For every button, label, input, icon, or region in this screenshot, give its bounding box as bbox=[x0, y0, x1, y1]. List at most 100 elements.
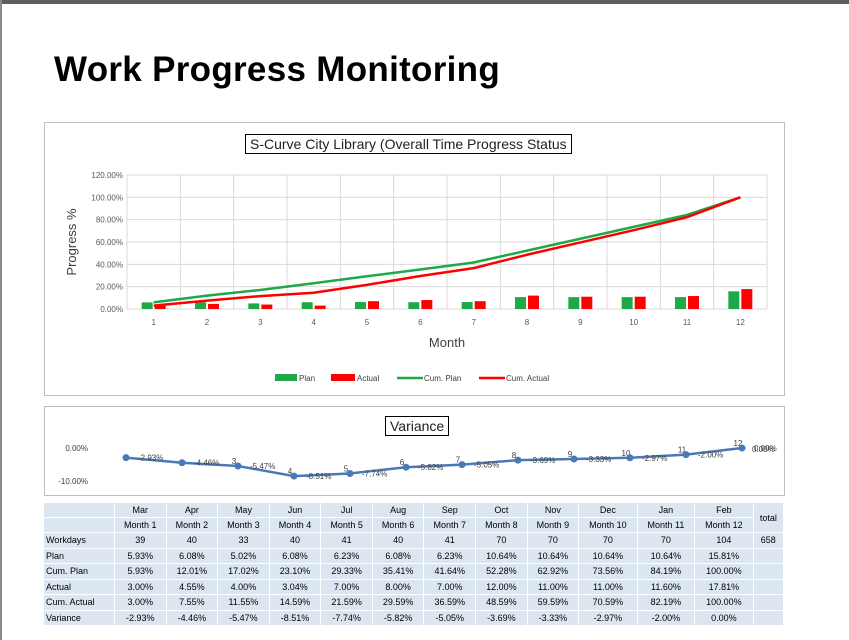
table-cell: 7.55% bbox=[166, 594, 219, 611]
table-cell: -2.00% bbox=[637, 610, 696, 626]
variance-title: Variance bbox=[385, 416, 450, 436]
month-name-header: Dec bbox=[578, 503, 638, 518]
variance-data-label: -5.05% bbox=[474, 461, 499, 470]
row-label: Actual bbox=[44, 579, 115, 595]
variance-data-label: -5.47% bbox=[250, 462, 275, 471]
variance-y-tick-left: 0.00% bbox=[65, 444, 88, 453]
variance-point bbox=[234, 462, 242, 470]
month-name-header: Mar bbox=[114, 503, 167, 518]
variance-y-tick-left: -10.00% bbox=[58, 477, 88, 486]
x-tick-label: 2 bbox=[205, 318, 210, 327]
table-corner bbox=[44, 503, 115, 518]
table-cell: 70 bbox=[475, 532, 528, 549]
variance-data-label: -2.93% bbox=[138, 454, 163, 463]
variance-point bbox=[402, 463, 410, 471]
actual-bar bbox=[634, 296, 646, 309]
table-cell: 52.28% bbox=[475, 563, 528, 580]
actual-bar bbox=[581, 296, 593, 309]
row-label: Cum. Actual bbox=[44, 594, 115, 611]
table-cell: 5.93% bbox=[114, 548, 167, 564]
variance-point bbox=[738, 444, 746, 452]
variance-data-label: -5.82% bbox=[418, 463, 443, 472]
month-name-header: Jul bbox=[320, 503, 373, 518]
table-row: Actual 3.00% 4.55% 4.00% 3.04% 7.00% 8.00% 7.00… bbox=[44, 579, 785, 595]
x-tick-label: 1 bbox=[151, 318, 156, 327]
month-number-header: Month 11 bbox=[637, 517, 696, 533]
table-cell: 84.19% bbox=[637, 563, 696, 580]
table-cell: -5.47% bbox=[217, 610, 270, 626]
table-cell: 41 bbox=[320, 532, 373, 549]
variance-y-tick-right: 0.00% bbox=[752, 445, 775, 454]
x-tick-label: 8 bbox=[525, 318, 530, 327]
table-cell: 100.00% bbox=[694, 594, 754, 611]
variance-point bbox=[458, 461, 466, 469]
x-tick-label: 10 bbox=[629, 318, 638, 327]
plan-bar bbox=[195, 302, 206, 309]
y-tick-label: 40.00% bbox=[96, 260, 123, 269]
row-label: Variance bbox=[44, 610, 115, 626]
month-name-header: Nov bbox=[527, 503, 580, 518]
y-tick-label: 0.00% bbox=[100, 305, 123, 314]
month-number-header: Month 5 bbox=[320, 517, 373, 533]
variance-point bbox=[514, 456, 522, 464]
table-cell: 15.81% bbox=[694, 548, 754, 564]
plan-bar bbox=[728, 291, 740, 309]
page-title: Work Progress Monitoring bbox=[54, 50, 501, 89]
plan-bar bbox=[408, 302, 420, 309]
x-tick-label: 12 bbox=[736, 318, 745, 327]
variance-data-label: -3.69% bbox=[530, 456, 555, 465]
variance-point bbox=[290, 472, 298, 480]
table-cell: 7.00% bbox=[423, 579, 477, 595]
table-cell: 21.59% bbox=[320, 594, 373, 611]
table-cell: 40 bbox=[372, 532, 425, 549]
legend-label-plan: Plan bbox=[299, 374, 315, 383]
variance-x-label: 5 bbox=[344, 465, 349, 474]
table-row: Cum. Actual 3.00% 7.55% 11.55% 14.59% 21.59% 2… bbox=[44, 594, 785, 611]
variance-point bbox=[346, 470, 354, 478]
table-cell: 17.81% bbox=[694, 579, 754, 595]
plan-bar bbox=[461, 302, 473, 309]
variance-point bbox=[122, 454, 130, 462]
x-tick-label: 5 bbox=[365, 318, 370, 327]
variance-x-label: 10 bbox=[622, 449, 631, 458]
table-cell: -8.51% bbox=[269, 610, 322, 626]
table-cell: 8.00% bbox=[372, 579, 425, 595]
variance-data-label: -2.97% bbox=[642, 454, 667, 463]
table-cell: 6.23% bbox=[320, 548, 373, 564]
variance-point bbox=[570, 455, 578, 463]
table-cell: 3.00% bbox=[114, 594, 167, 611]
table-cell: 104 bbox=[694, 532, 754, 549]
table-cell: 10.64% bbox=[527, 548, 580, 564]
table-cell: 11.55% bbox=[217, 594, 270, 611]
variance-data-label: -3.33% bbox=[586, 455, 611, 464]
legend-label-cum-plan: Cum. Plan bbox=[424, 374, 461, 383]
variance-data-label: -7.74% bbox=[362, 470, 387, 479]
table-cell: -2.97% bbox=[578, 610, 638, 626]
table-cell: 40 bbox=[166, 532, 219, 549]
actual-bar bbox=[368, 301, 379, 309]
table-cell: 6.08% bbox=[166, 548, 219, 564]
month-number-header: Month 8 bbox=[475, 517, 528, 533]
table-cell: 40 bbox=[269, 532, 322, 549]
cum-plan-line bbox=[153, 196, 741, 304]
plan-bar bbox=[141, 302, 153, 309]
plan-bar bbox=[248, 303, 260, 309]
table-cell: 59.59% bbox=[527, 594, 580, 611]
progress-data-table: Mar Apr May Jun Jul Aug Sep Oct Nov Dec Jan Feb tota… bbox=[44, 503, 785, 626]
row-total bbox=[753, 579, 785, 595]
month-number-header: Month 12 bbox=[694, 517, 754, 533]
month-name-header: Feb bbox=[694, 503, 754, 518]
month-number-header: Month 7 bbox=[423, 517, 477, 533]
variance-x-label: 3 bbox=[232, 457, 237, 466]
plan-bar bbox=[621, 297, 633, 309]
month-number-header: Month 2 bbox=[166, 517, 219, 533]
table-cell: 41.64% bbox=[423, 563, 477, 580]
table-cell: 39 bbox=[114, 532, 167, 549]
month-name-header: Aug bbox=[372, 503, 425, 518]
row-total bbox=[753, 594, 785, 611]
table-cell: 70 bbox=[527, 532, 580, 549]
row-label: Plan bbox=[44, 548, 115, 564]
x-tick-label: 7 bbox=[471, 318, 476, 327]
month-name-header: May bbox=[217, 503, 270, 518]
s-curve-chart: 0.00% 20.00% 40.00% 60.00% 80.00% 100.00% 120.… bbox=[44, 122, 785, 396]
